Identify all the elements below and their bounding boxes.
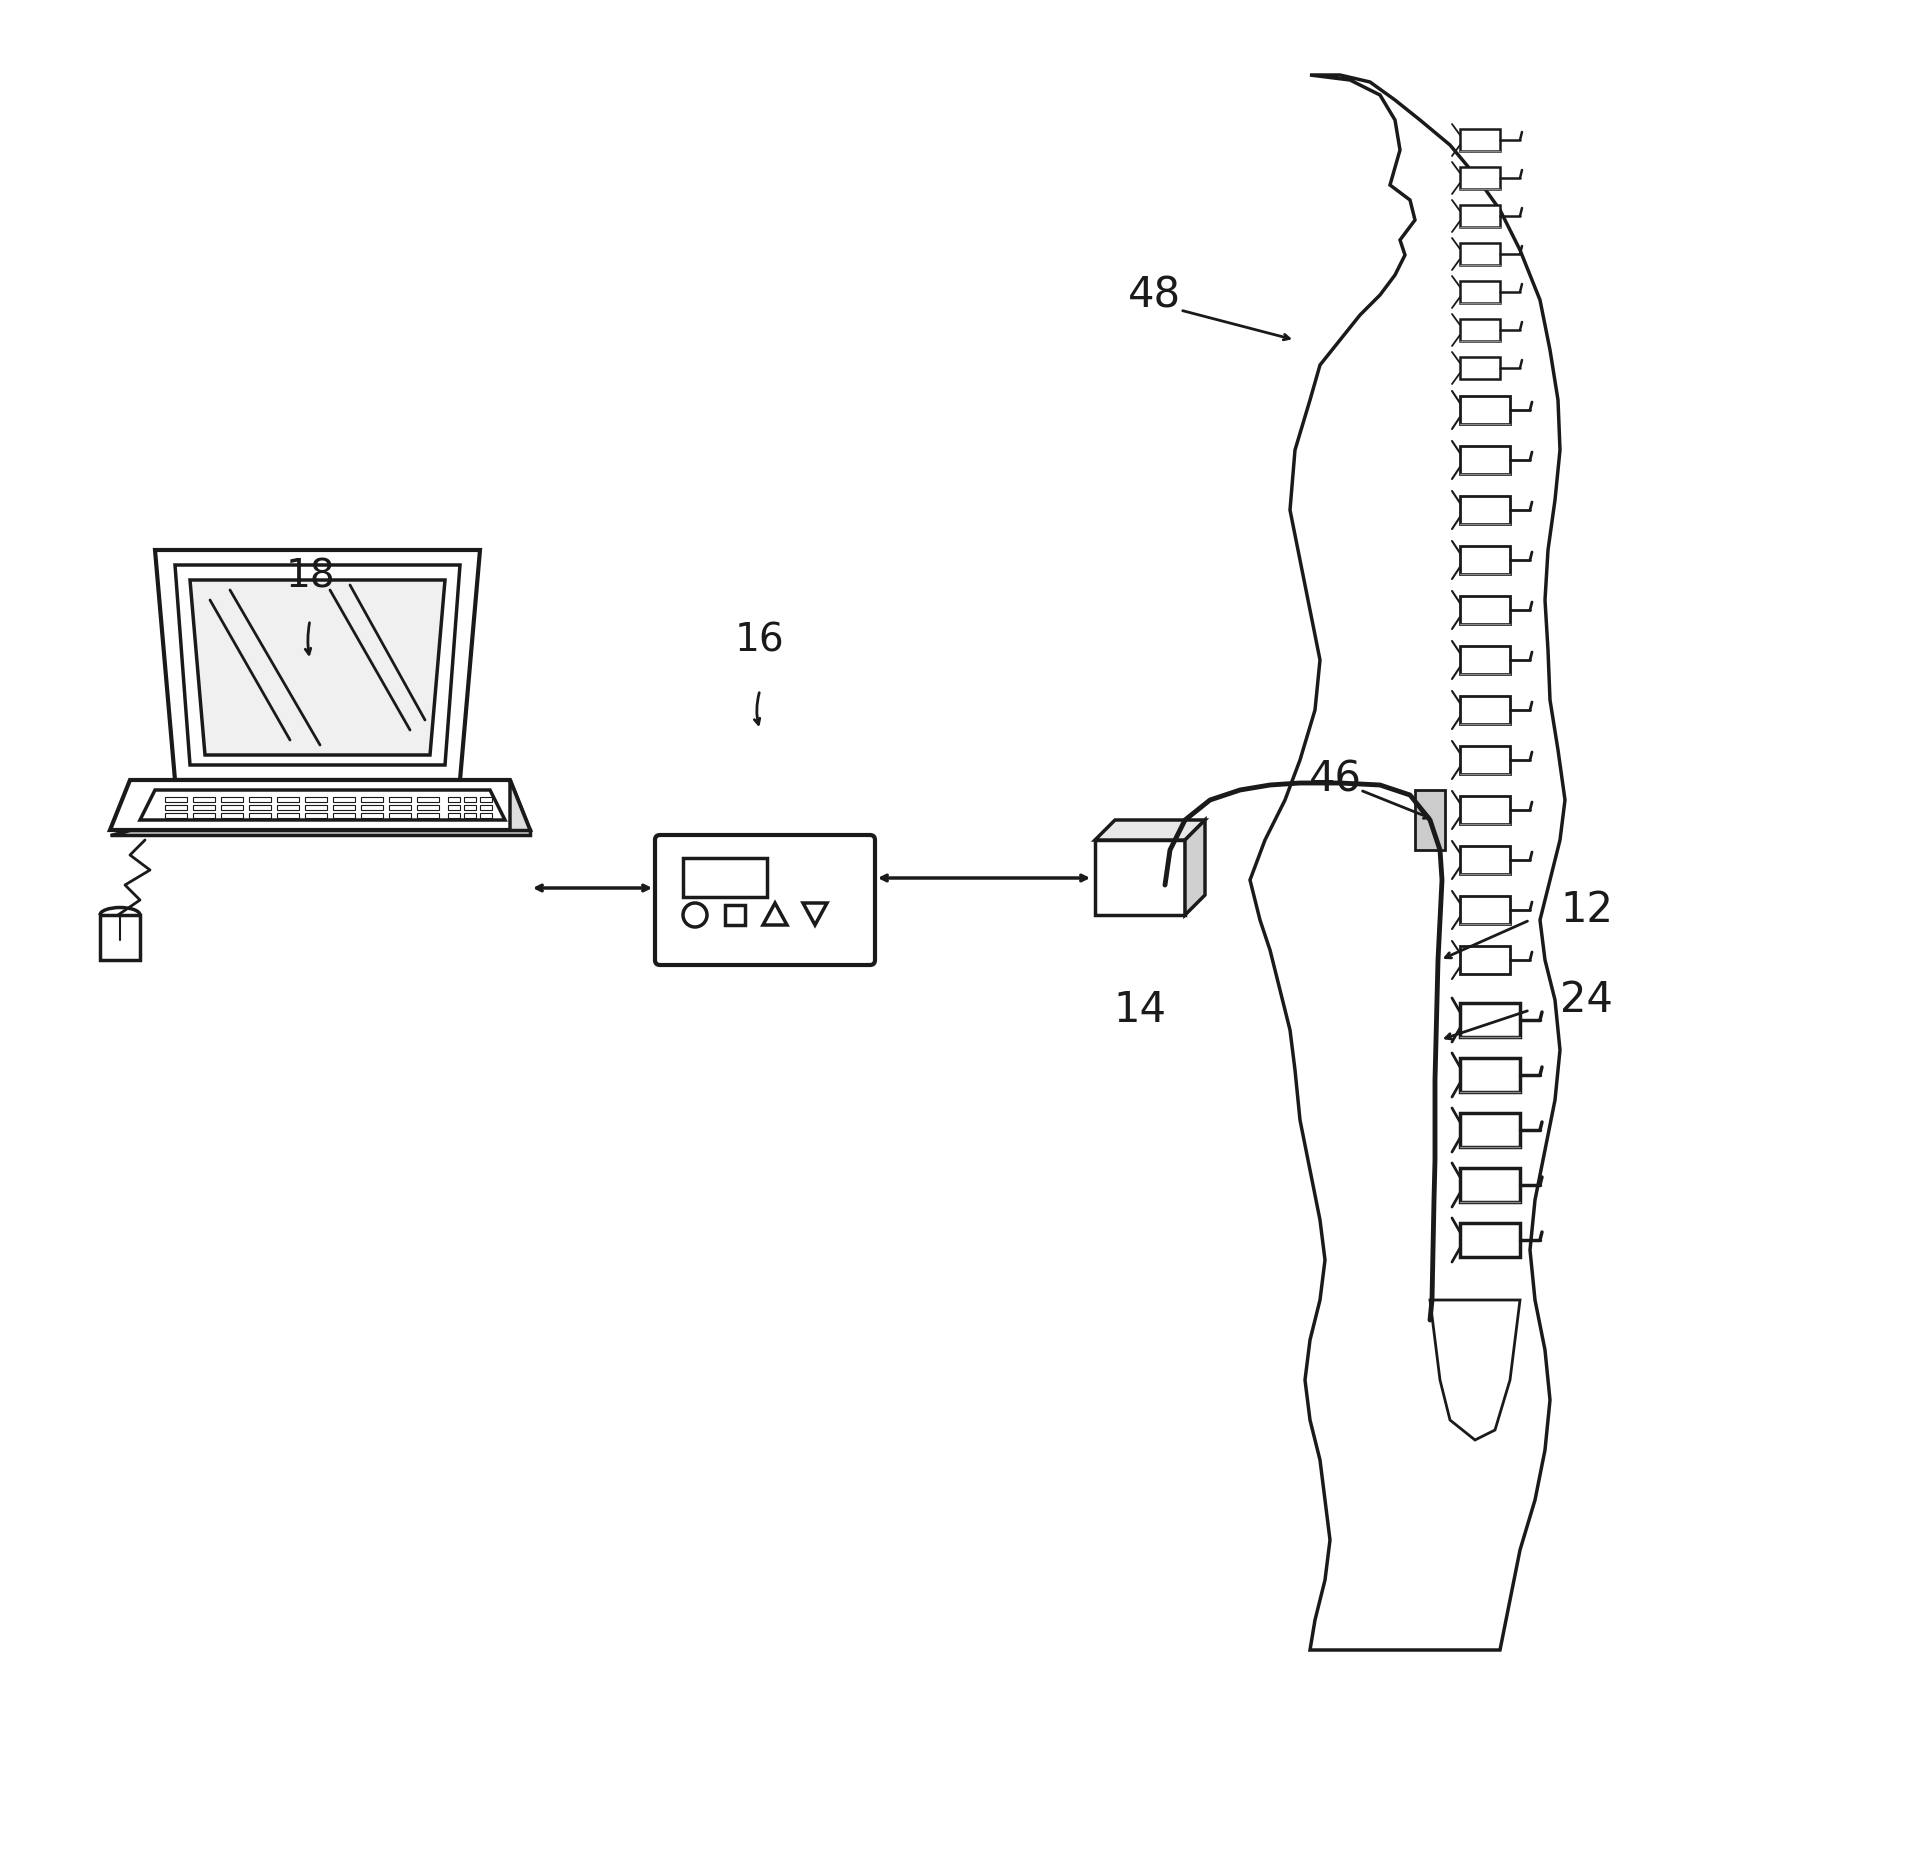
Polygon shape (448, 797, 459, 802)
Polygon shape (1186, 821, 1205, 916)
Text: 14: 14 (1113, 990, 1167, 1031)
Polygon shape (221, 804, 242, 810)
Polygon shape (190, 579, 446, 756)
Polygon shape (480, 813, 492, 817)
Polygon shape (1461, 357, 1499, 379)
Polygon shape (1461, 847, 1511, 875)
Polygon shape (192, 813, 215, 817)
Polygon shape (388, 804, 411, 810)
Polygon shape (306, 804, 327, 810)
FancyBboxPatch shape (655, 836, 875, 966)
Polygon shape (803, 903, 826, 925)
Text: 16: 16 (734, 622, 784, 659)
Polygon shape (1461, 204, 1499, 227)
Polygon shape (1461, 797, 1511, 825)
Text: 46: 46 (1309, 760, 1361, 800)
Polygon shape (480, 797, 492, 802)
Polygon shape (509, 780, 530, 836)
Polygon shape (333, 797, 356, 802)
Polygon shape (361, 813, 382, 817)
Polygon shape (1461, 895, 1511, 925)
Polygon shape (1461, 396, 1511, 423)
Polygon shape (277, 804, 300, 810)
Polygon shape (1461, 747, 1511, 774)
Polygon shape (388, 797, 411, 802)
Polygon shape (448, 804, 459, 810)
Polygon shape (448, 813, 459, 817)
Polygon shape (156, 550, 480, 780)
Polygon shape (250, 797, 271, 802)
Polygon shape (1096, 821, 1205, 839)
Polygon shape (1461, 596, 1511, 624)
Polygon shape (1096, 839, 1186, 916)
Polygon shape (333, 813, 356, 817)
Polygon shape (1461, 1058, 1520, 1092)
Polygon shape (1461, 945, 1511, 975)
Polygon shape (277, 797, 300, 802)
Polygon shape (1461, 496, 1511, 524)
Polygon shape (333, 804, 356, 810)
Polygon shape (1461, 280, 1499, 303)
Polygon shape (110, 780, 530, 830)
Text: 18: 18 (284, 557, 334, 594)
Text: 12: 12 (1561, 890, 1613, 930)
Polygon shape (1430, 1300, 1520, 1439)
Polygon shape (250, 813, 271, 817)
Text: 48: 48 (1128, 275, 1182, 316)
Polygon shape (463, 813, 477, 817)
Polygon shape (175, 565, 459, 765)
Polygon shape (221, 813, 242, 817)
Circle shape (682, 903, 707, 927)
Polygon shape (1415, 789, 1445, 851)
Polygon shape (1461, 696, 1511, 724)
Polygon shape (1461, 1003, 1520, 1036)
Polygon shape (463, 804, 477, 810)
Polygon shape (659, 839, 871, 960)
Polygon shape (1461, 546, 1511, 574)
Polygon shape (1461, 1112, 1520, 1148)
Polygon shape (417, 804, 438, 810)
Polygon shape (1461, 446, 1511, 474)
Polygon shape (140, 789, 505, 821)
Bar (725, 904, 746, 925)
Polygon shape (100, 916, 140, 960)
Polygon shape (1461, 646, 1511, 674)
Polygon shape (221, 797, 242, 802)
Polygon shape (480, 804, 492, 810)
Polygon shape (306, 813, 327, 817)
Polygon shape (463, 797, 477, 802)
Polygon shape (417, 797, 438, 802)
Polygon shape (417, 813, 438, 817)
Polygon shape (1461, 1168, 1520, 1201)
Polygon shape (250, 804, 271, 810)
Polygon shape (306, 797, 327, 802)
Polygon shape (277, 813, 300, 817)
Polygon shape (1461, 167, 1499, 189)
Polygon shape (361, 804, 382, 810)
Polygon shape (763, 903, 786, 925)
Polygon shape (165, 813, 186, 817)
Polygon shape (165, 804, 186, 810)
FancyBboxPatch shape (682, 858, 767, 897)
Polygon shape (361, 797, 382, 802)
Polygon shape (1461, 319, 1499, 342)
Text: 24: 24 (1561, 979, 1613, 1021)
Polygon shape (192, 797, 215, 802)
Polygon shape (192, 804, 215, 810)
Polygon shape (165, 797, 186, 802)
Polygon shape (1461, 243, 1499, 266)
Polygon shape (1249, 74, 1565, 1651)
Polygon shape (388, 813, 411, 817)
Polygon shape (110, 830, 530, 836)
Polygon shape (1461, 1224, 1520, 1257)
Polygon shape (1461, 128, 1499, 150)
